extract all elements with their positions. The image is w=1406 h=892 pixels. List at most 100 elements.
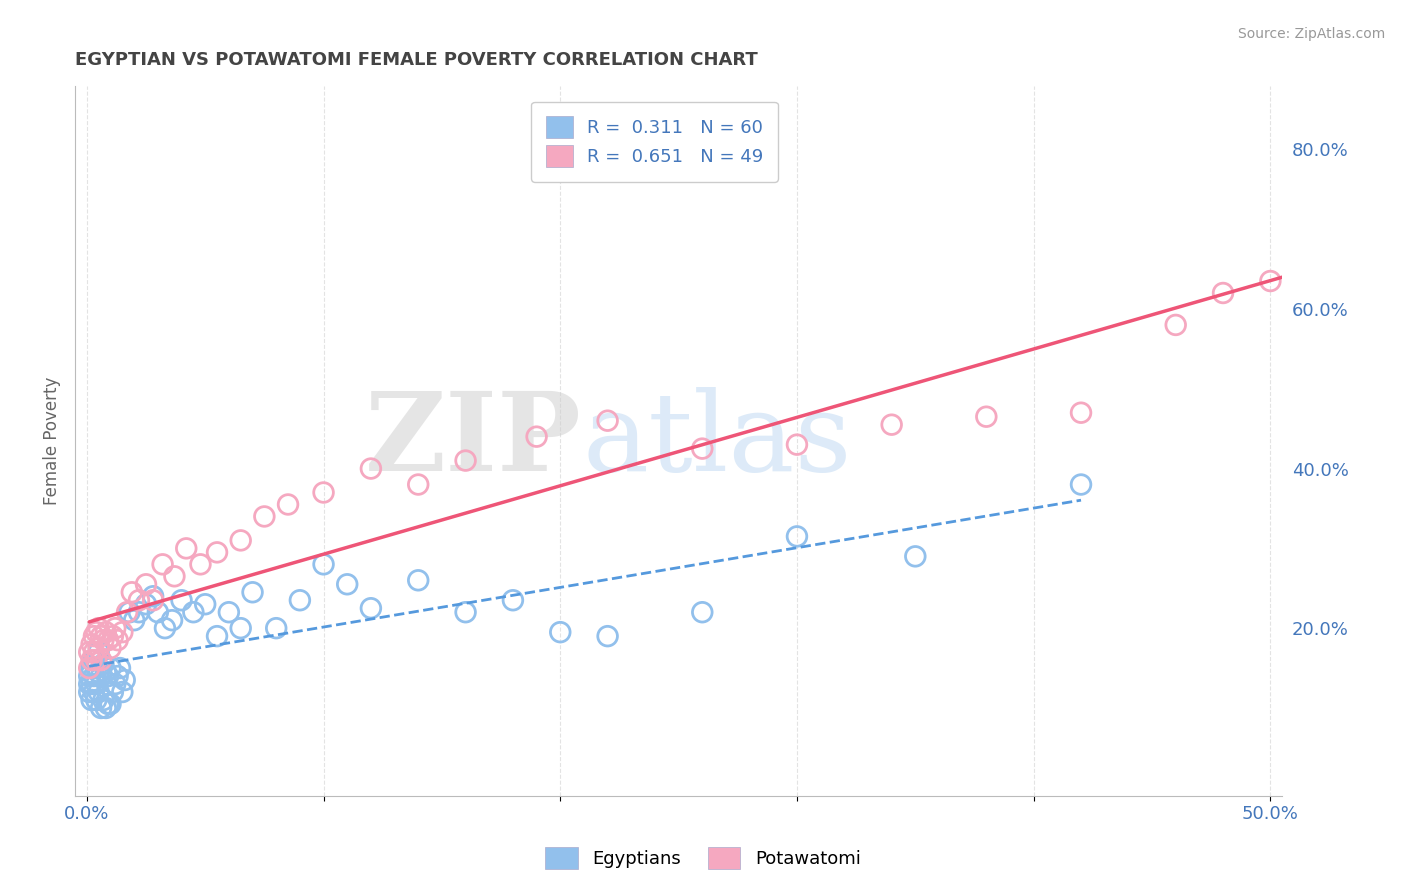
Point — [90, 669, 112, 683]
Point — [526, 430, 548, 444]
Text: Source: ZipAtlas.com: Source: ZipAtlas.com — [1237, 27, 1385, 41]
Point — [160, 613, 183, 627]
Point — [1306, 246, 1329, 260]
Point — [174, 541, 197, 556]
Point — [904, 549, 927, 564]
Point — [502, 593, 524, 607]
Point — [406, 574, 429, 588]
Point — [97, 633, 120, 648]
Point — [229, 533, 252, 548]
Point — [97, 669, 120, 683]
Point — [93, 693, 115, 707]
Legend: R =  0.311   N = 60, R =  0.651   N = 49: R = 0.311 N = 60, R = 0.651 N = 49 — [531, 102, 778, 182]
Point — [83, 629, 105, 643]
Point — [111, 685, 134, 699]
Point — [194, 597, 217, 611]
Point — [83, 685, 105, 699]
Point — [80, 637, 103, 651]
Point — [976, 409, 998, 424]
Text: EGYPTIAN VS POTAWATOMI FEMALE POVERTY CORRELATION CHART: EGYPTIAN VS POTAWATOMI FEMALE POVERTY CO… — [75, 51, 758, 69]
Point — [135, 597, 157, 611]
Point — [128, 593, 150, 607]
Point — [80, 661, 103, 675]
Point — [242, 585, 264, 599]
Point — [880, 417, 903, 432]
Point — [229, 621, 252, 635]
Point — [77, 685, 100, 699]
Point — [77, 645, 100, 659]
Point — [786, 437, 808, 451]
Point — [90, 653, 112, 667]
Point — [118, 605, 141, 619]
Point — [100, 661, 122, 675]
Point — [153, 621, 176, 635]
Point — [101, 629, 124, 643]
Point — [146, 605, 169, 619]
Text: ZIP: ZIP — [366, 387, 582, 494]
Point — [90, 629, 112, 643]
Point — [90, 701, 112, 715]
Point — [548, 625, 571, 640]
Point — [1212, 285, 1234, 300]
Point — [107, 633, 129, 648]
Point — [190, 558, 212, 572]
Point — [86, 661, 108, 675]
Point — [93, 633, 115, 648]
Point — [94, 625, 117, 640]
Point — [121, 585, 143, 599]
Point — [114, 673, 136, 687]
Point — [454, 453, 477, 467]
Point — [312, 485, 335, 500]
Point — [360, 601, 382, 615]
Text: atlas: atlas — [582, 387, 852, 494]
Point — [87, 641, 110, 656]
Point — [1070, 406, 1092, 420]
Point — [115, 605, 138, 619]
Point — [83, 669, 105, 683]
Point — [87, 685, 110, 699]
Point — [104, 677, 127, 691]
Point — [87, 645, 110, 659]
Point — [1164, 318, 1187, 332]
Point — [86, 653, 108, 667]
Point — [142, 593, 165, 607]
Point — [277, 498, 299, 512]
Point — [100, 697, 122, 711]
Point — [87, 665, 110, 679]
Point — [94, 665, 117, 679]
Point — [122, 613, 145, 627]
Point — [1260, 274, 1282, 288]
Point — [288, 593, 311, 607]
Point — [94, 701, 117, 715]
Point — [183, 605, 205, 619]
Point — [1282, 254, 1305, 268]
Point — [77, 677, 100, 691]
Point — [205, 629, 228, 643]
Point — [135, 577, 157, 591]
Point — [80, 693, 103, 707]
Point — [80, 677, 103, 691]
Legend: Egyptians, Potawatomi: Egyptians, Potawatomi — [536, 838, 870, 879]
Point — [205, 545, 228, 559]
Point — [142, 589, 165, 603]
Point — [596, 629, 619, 643]
Point — [107, 669, 129, 683]
Point — [86, 693, 108, 707]
Point — [104, 621, 127, 635]
Point — [786, 529, 808, 543]
Point — [83, 645, 105, 659]
Point — [170, 593, 193, 607]
Point — [163, 569, 186, 583]
Point — [264, 621, 287, 635]
Point — [83, 653, 105, 667]
Point — [1070, 477, 1092, 491]
Point — [454, 605, 477, 619]
Point — [86, 625, 108, 640]
Point — [336, 577, 359, 591]
Point — [596, 414, 619, 428]
Point — [77, 661, 100, 675]
Point — [100, 641, 122, 656]
Point — [690, 442, 713, 456]
Point — [86, 677, 108, 691]
Point — [128, 605, 150, 619]
